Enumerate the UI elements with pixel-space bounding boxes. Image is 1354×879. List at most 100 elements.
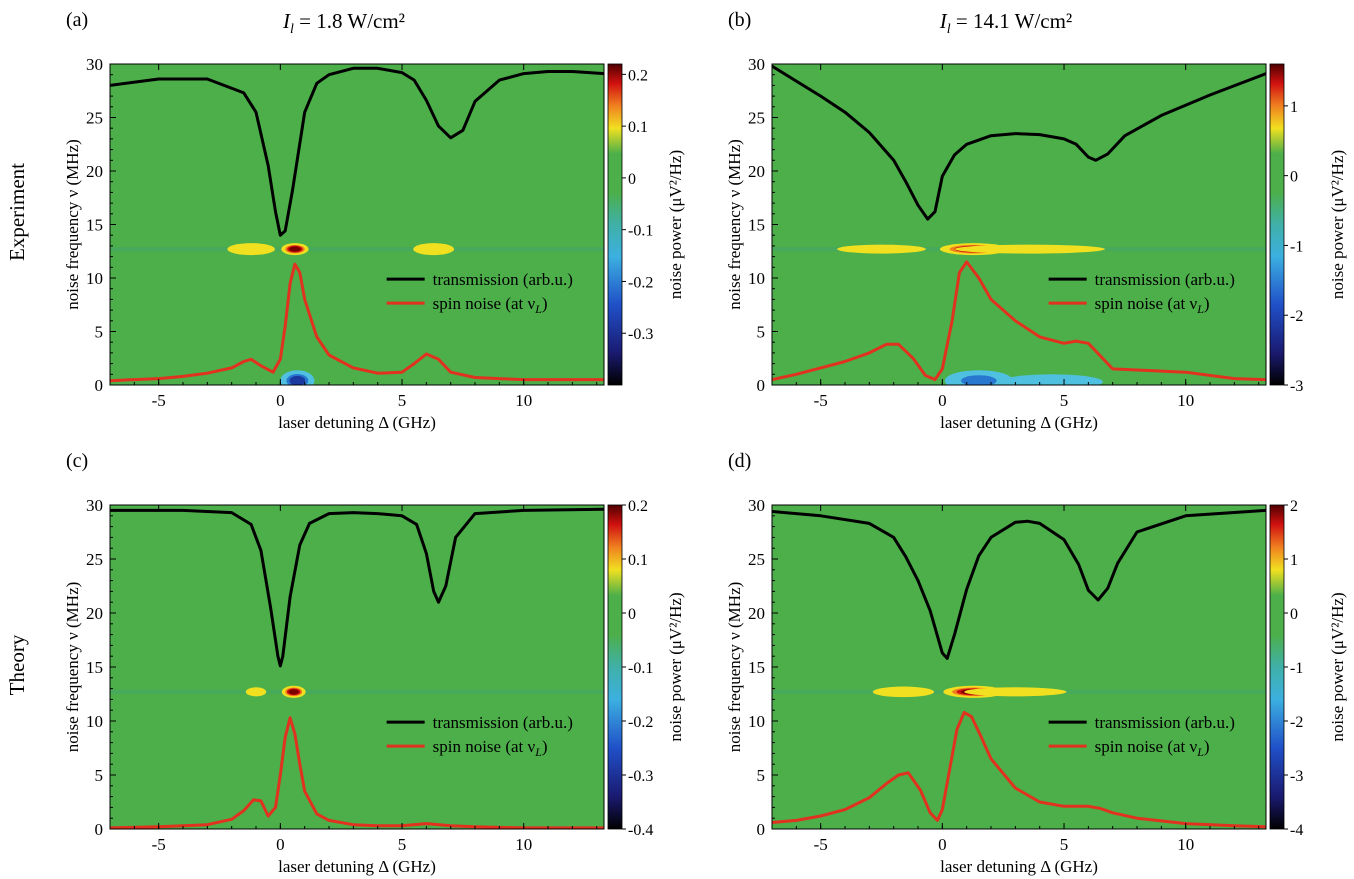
heatmap-feature xyxy=(961,375,997,385)
legend-text: spin noise (at ν xyxy=(433,737,536,756)
chart-title: Il = 1.8 W/cm² xyxy=(282,9,405,37)
x-tick-label: 10 xyxy=(515,391,532,410)
y-tick-label: 10 xyxy=(86,269,103,288)
heatmap-area xyxy=(772,685,1266,698)
colorbar-label: noise power (μV²/Hz) xyxy=(666,592,685,741)
y-tick-label: 25 xyxy=(86,550,103,569)
colorbar-tick-label: 0.2 xyxy=(628,498,648,515)
colorbar-tick-label: -0.2 xyxy=(628,714,653,731)
y-axis-label: noise frequency ν (MHz) xyxy=(63,582,82,753)
colorbar-tick-label: -1 xyxy=(1290,660,1303,677)
legend-entry-transmission: transmission (arb.u.) xyxy=(433,713,573,732)
x-tick-label: 5 xyxy=(398,835,407,854)
colorbar-tick-label: -2 xyxy=(1290,308,1303,325)
x-tick-label: 5 xyxy=(1060,391,1069,410)
legend-text: ) xyxy=(1204,294,1210,313)
y-tick-label: 10 xyxy=(86,712,103,731)
legend-entry-transmission: transmission (arb.u.) xyxy=(1095,270,1235,289)
transmission-line xyxy=(772,64,1266,221)
x-tick-label: -5 xyxy=(152,835,166,854)
y-axis-label: noise frequency ν (MHz) xyxy=(63,139,82,310)
transmission-line xyxy=(110,66,604,237)
colorbar-tick-label: -3 xyxy=(1290,378,1303,395)
colorbar-tick-label: -0.4 xyxy=(628,822,653,839)
panel-label: (c) xyxy=(66,450,88,472)
legend-entry-transmission: transmission (arb.u.) xyxy=(1095,713,1235,732)
y-tick-label: 30 xyxy=(86,55,103,74)
y-tick-label: 25 xyxy=(748,109,765,128)
x-tick-label: 0 xyxy=(276,835,285,854)
colorbar-tick-label: -0.3 xyxy=(628,768,653,785)
y-tick-label: 15 xyxy=(86,216,103,235)
chart-title: Il = 14.1 W/cm² xyxy=(939,9,1072,37)
colorbar-tick-label: 0.2 xyxy=(628,67,648,84)
panel-c: -5 0 5 10 0 5 10 15 20 25 30 laser detuning Δ (GHz)… xyxy=(63,450,685,876)
title-subscript: l xyxy=(947,22,951,37)
y-tick-label: 20 xyxy=(86,162,103,181)
x-tick-label: 10 xyxy=(515,835,532,854)
colorbar-tick-label: -0.3 xyxy=(628,326,653,343)
colorbar xyxy=(607,63,623,386)
x-axis-label: laser detuning Δ (GHz) xyxy=(278,857,436,876)
y-tick-label: 15 xyxy=(86,658,103,677)
x-tick-label: 0 xyxy=(276,391,285,410)
colorbar-label: noise power (μV²/Hz) xyxy=(1328,150,1347,299)
title-symbol: I xyxy=(282,9,291,33)
plot-background xyxy=(772,505,1266,829)
colorbar-tick-label: -1 xyxy=(1290,238,1303,255)
y-tick-label: 5 xyxy=(95,323,104,342)
spin-noise-line xyxy=(110,716,604,829)
title-value: = 14.1 W/cm² xyxy=(951,9,1073,33)
legend-text: ) xyxy=(542,294,548,313)
y-tick-label: 20 xyxy=(748,604,765,623)
colorbar-label: noise power (μV²/Hz) xyxy=(1328,592,1347,741)
colorbar-tick-label: 1 xyxy=(1290,99,1298,116)
x-tick-label: 10 xyxy=(1177,391,1194,410)
y-tick-label: 15 xyxy=(748,658,765,677)
x-axis-label: laser detuning Δ (GHz) xyxy=(278,413,436,432)
row-label-experiment: Experiment xyxy=(5,163,29,261)
heatmap-feature xyxy=(982,688,1049,695)
y-tick-label: 5 xyxy=(757,323,766,342)
y-tick-label: 10 xyxy=(748,269,765,288)
y-tick-label: 0 xyxy=(95,376,104,395)
y-tick-label: 25 xyxy=(86,109,103,128)
panel-label: (b) xyxy=(728,9,751,31)
heatmap-feature xyxy=(288,689,299,695)
colorbar-tick-label: -0.2 xyxy=(628,274,653,291)
legend-entry-spin-noise: spin noise (at νL) xyxy=(433,294,548,316)
panel-a: -5 0 5 10 0 5 10 15 20 25 30 laser detuning Δ (GHz)… xyxy=(63,9,685,432)
y-tick-label: 30 xyxy=(748,496,765,515)
colorbar-tick-label: -3 xyxy=(1290,768,1303,785)
colorbar-tick-label: 0 xyxy=(1290,169,1298,186)
transmission-line xyxy=(772,508,1266,660)
heatmap-feature xyxy=(1019,376,1085,385)
plot-background xyxy=(110,64,604,385)
colorbar xyxy=(1269,63,1285,386)
x-axis-label: laser detuning Δ (GHz) xyxy=(940,413,1098,432)
spin-noise-line xyxy=(772,260,1266,382)
colorbar-tick-label: -2 xyxy=(1290,714,1303,731)
x-tick-label: -5 xyxy=(152,391,166,410)
heatmap-area xyxy=(110,243,604,385)
title-value: = 1.8 W/cm² xyxy=(294,9,405,33)
y-tick-label: 0 xyxy=(95,820,104,839)
plot-background xyxy=(110,505,604,829)
spin-noise-line xyxy=(110,262,604,383)
heatmap-feature xyxy=(289,246,301,252)
x-tick-label: 5 xyxy=(398,391,407,410)
y-tick-label: 5 xyxy=(95,766,104,785)
heatmap-feature xyxy=(249,688,263,695)
legend-entry-spin-noise: spin noise (at νL) xyxy=(1095,294,1210,316)
y-axis-label: noise frequency ν (MHz) xyxy=(725,582,744,753)
spin-noise-band xyxy=(110,247,604,252)
y-tick-label: 30 xyxy=(748,55,765,74)
x-axis-label: laser detuning Δ (GHz) xyxy=(940,857,1098,876)
y-axis-label: noise frequency ν (MHz) xyxy=(725,139,744,310)
legend-subscript: L xyxy=(534,745,542,759)
y-tick-label: 10 xyxy=(748,712,765,731)
title-subscript: l xyxy=(290,22,294,37)
legend-entry-spin-noise: spin noise (at νL) xyxy=(1095,737,1210,759)
heatmap-feature xyxy=(420,245,447,253)
x-tick-label: 10 xyxy=(1177,835,1194,854)
